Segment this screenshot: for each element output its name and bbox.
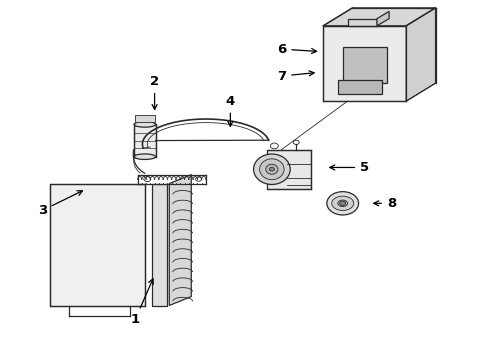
Polygon shape bbox=[343, 47, 387, 83]
Text: 8: 8 bbox=[374, 197, 396, 210]
Text: 2: 2 bbox=[150, 75, 159, 109]
Ellipse shape bbox=[134, 154, 156, 159]
Ellipse shape bbox=[338, 200, 347, 207]
Text: 7: 7 bbox=[277, 69, 314, 82]
Ellipse shape bbox=[327, 192, 359, 215]
Polygon shape bbox=[347, 19, 377, 26]
Polygon shape bbox=[338, 80, 382, 94]
Ellipse shape bbox=[270, 167, 274, 171]
Text: 6: 6 bbox=[277, 42, 317, 55]
Polygon shape bbox=[323, 26, 406, 101]
Polygon shape bbox=[377, 12, 389, 26]
Polygon shape bbox=[152, 184, 167, 306]
Text: 3: 3 bbox=[38, 191, 82, 217]
Polygon shape bbox=[323, 8, 436, 26]
Circle shape bbox=[340, 201, 345, 206]
Bar bbox=[135, 115, 154, 122]
Polygon shape bbox=[49, 184, 145, 306]
Text: 1: 1 bbox=[130, 279, 153, 327]
Ellipse shape bbox=[260, 159, 284, 180]
Text: 4: 4 bbox=[226, 95, 235, 126]
Polygon shape bbox=[406, 8, 436, 101]
Ellipse shape bbox=[253, 154, 290, 184]
Ellipse shape bbox=[332, 196, 354, 211]
Polygon shape bbox=[267, 149, 311, 189]
Polygon shape bbox=[169, 175, 191, 306]
Ellipse shape bbox=[134, 122, 156, 127]
Polygon shape bbox=[134, 125, 156, 157]
Text: 5: 5 bbox=[330, 161, 369, 174]
Ellipse shape bbox=[266, 164, 278, 174]
